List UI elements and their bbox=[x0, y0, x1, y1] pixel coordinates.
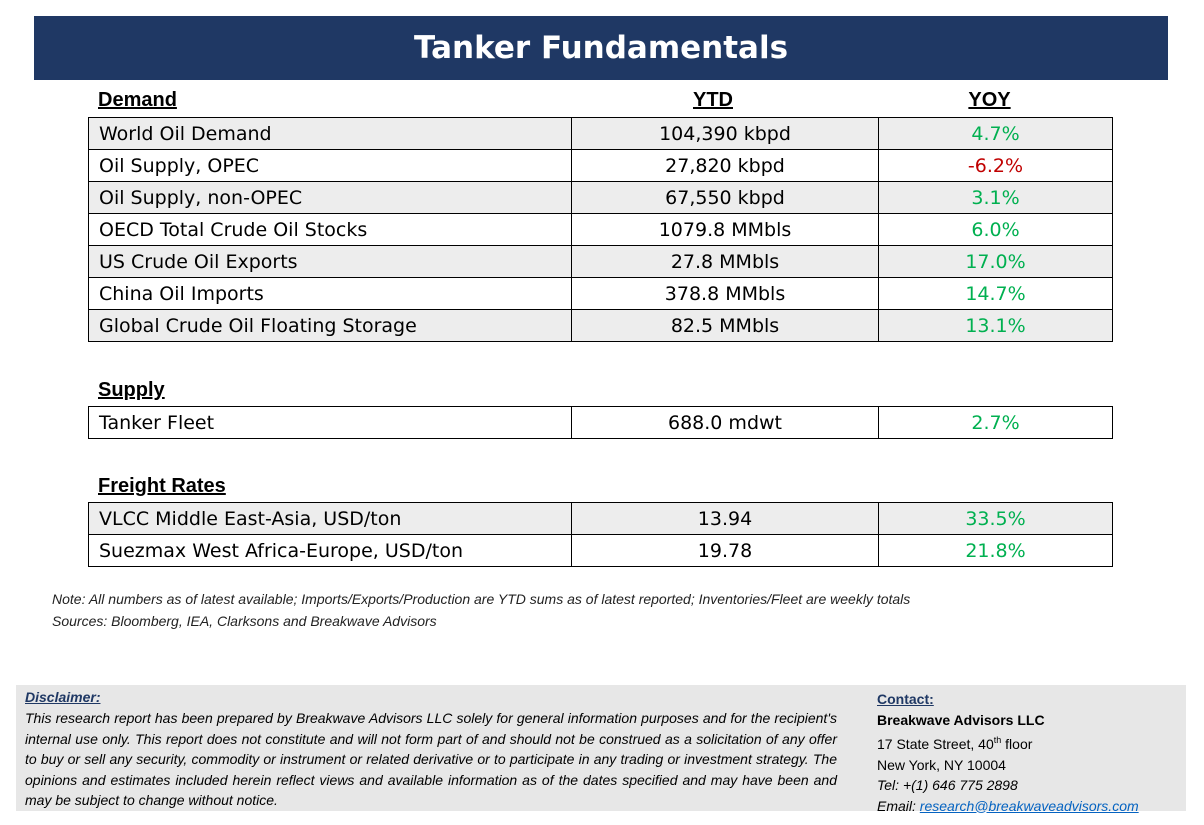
ytd-value-cell: 82.5 MMbls bbox=[571, 309, 879, 342]
yoy-change-cell: 17.0% bbox=[878, 245, 1113, 278]
metric-name-cell: World Oil Demand bbox=[88, 117, 572, 150]
ytd-value-cell: 104,390 kbpd bbox=[571, 117, 879, 150]
supply-header: Supply bbox=[88, 378, 1113, 404]
table-row: China Oil Imports 378.8 MMbls 14.7% bbox=[88, 277, 1113, 310]
contact-street: 17 State Street, 40th floor bbox=[877, 735, 1033, 752]
supply-table: Tanker Fleet 688.0 mdwt 2.7% bbox=[88, 406, 1113, 439]
contact-email-line: Email: research@breakwaveadvisors.com bbox=[877, 797, 1139, 814]
metric-name-cell: Oil Supply, OPEC bbox=[88, 149, 572, 182]
table-row: VLCC Middle East-Asia, USD/ton 13.94 33.5% bbox=[88, 502, 1113, 535]
contact-title: Contact: bbox=[877, 691, 934, 707]
page-title: Tanker Fundamentals bbox=[413, 30, 789, 66]
sources-text: Sources: Bloomberg, IEA, Clarksons and B… bbox=[52, 613, 437, 629]
table-row: US Crude Oil Exports 27.8 MMbls 17.0% bbox=[88, 245, 1113, 278]
ytd-value-cell: 19.78 bbox=[571, 534, 879, 567]
table-row: World Oil Demand 104,390 kbpd 4.7% bbox=[88, 117, 1113, 150]
table-row: Global Crude Oil Floating Storage 82.5 MM… bbox=[88, 309, 1113, 342]
metric-name-cell: US Crude Oil Exports bbox=[88, 245, 572, 278]
metric-name-cell: Suezmax West Africa-Europe, USD/ton bbox=[88, 534, 572, 567]
yoy-change-cell: 13.1% bbox=[878, 309, 1113, 342]
metric-name-cell: OECD Total Crude Oil Stocks bbox=[88, 213, 572, 246]
contact-firm: Breakwave Advisors LLC bbox=[877, 711, 1045, 728]
yoy-change-cell: 3.1% bbox=[878, 181, 1113, 214]
metric-name-cell: VLCC Middle East-Asia, USD/ton bbox=[88, 502, 572, 535]
yoy-column-header: YOY bbox=[968, 89, 1011, 111]
ytd-column-header: YTD bbox=[693, 89, 733, 111]
metric-name-cell: Global Crude Oil Floating Storage bbox=[88, 309, 572, 342]
yoy-change-cell: -6.2% bbox=[878, 149, 1113, 182]
ytd-value-cell: 378.8 MMbls bbox=[571, 277, 879, 310]
supply-heading: Supply bbox=[98, 379, 165, 401]
disclaimer-box: Disclaimer: This research report has bee… bbox=[16, 685, 1186, 814]
title-banner: Tanker Fundamentals bbox=[34, 16, 1168, 80]
metric-name-cell: China Oil Imports bbox=[88, 277, 572, 310]
table-row: Oil Supply, non-OPEC 67,550 kbpd 3.1% bbox=[88, 181, 1113, 214]
ytd-value-cell: 688.0 mdwt bbox=[571, 406, 879, 439]
freight-table: VLCC Middle East-Asia, USD/ton 13.94 33.5%… bbox=[88, 502, 1113, 567]
table-row: Oil Supply, OPEC 27,820 kbpd -6.2% bbox=[88, 149, 1113, 182]
yoy-change-cell: 2.7% bbox=[878, 406, 1113, 439]
contact-block: Contact: Breakwave Advisors LLC 17 State… bbox=[877, 689, 1182, 816]
ytd-value-cell: 1079.8 MMbls bbox=[571, 213, 879, 246]
yoy-change-cell: 33.5% bbox=[878, 502, 1113, 535]
table-row: Suezmax West Africa-Europe, USD/ton 19.78… bbox=[88, 534, 1113, 567]
contact-tel: Tel: +(1) 646 775 2898 bbox=[877, 777, 1018, 793]
metric-name-cell: Tanker Fleet bbox=[88, 406, 572, 439]
demand-table: World Oil Demand 104,390 kbpd 4.7% Oil Supp… bbox=[88, 117, 1113, 342]
yoy-change-cell: 21.8% bbox=[878, 534, 1113, 567]
contact-city: New York, NY 10004 bbox=[877, 756, 1006, 773]
note-text: Note: All numbers as of latest available… bbox=[52, 591, 911, 607]
freight-heading: Freight Rates bbox=[98, 475, 226, 497]
contact-email-link[interactable]: research@breakwaveadvisors.com bbox=[919, 797, 1139, 814]
table-row: OECD Total Crude Oil Stocks 1079.8 MMbls 6… bbox=[88, 213, 1113, 246]
ytd-value-cell: 13.94 bbox=[571, 502, 879, 535]
yoy-change-cell: 4.7% bbox=[878, 117, 1113, 150]
disclaimer-body: This research report has been prepared b… bbox=[25, 710, 837, 808]
table-row: Tanker Fleet 688.0 mdwt 2.7% bbox=[88, 406, 1113, 439]
demand-heading: Demand bbox=[98, 89, 177, 111]
disclaimer-title: Disclaimer: bbox=[25, 689, 101, 705]
ytd-value-cell: 27.8 MMbls bbox=[571, 245, 879, 278]
demand-header: Demand YTD YOY bbox=[88, 88, 1113, 114]
yoy-change-cell: 6.0% bbox=[878, 213, 1113, 246]
freight-header: Freight Rates bbox=[88, 474, 1113, 500]
ytd-value-cell: 27,820 kbpd bbox=[571, 149, 879, 182]
ytd-value-cell: 67,550 kbpd bbox=[571, 181, 879, 214]
yoy-change-cell: 14.7% bbox=[878, 277, 1113, 310]
metric-name-cell: Oil Supply, non-OPEC bbox=[88, 181, 572, 214]
